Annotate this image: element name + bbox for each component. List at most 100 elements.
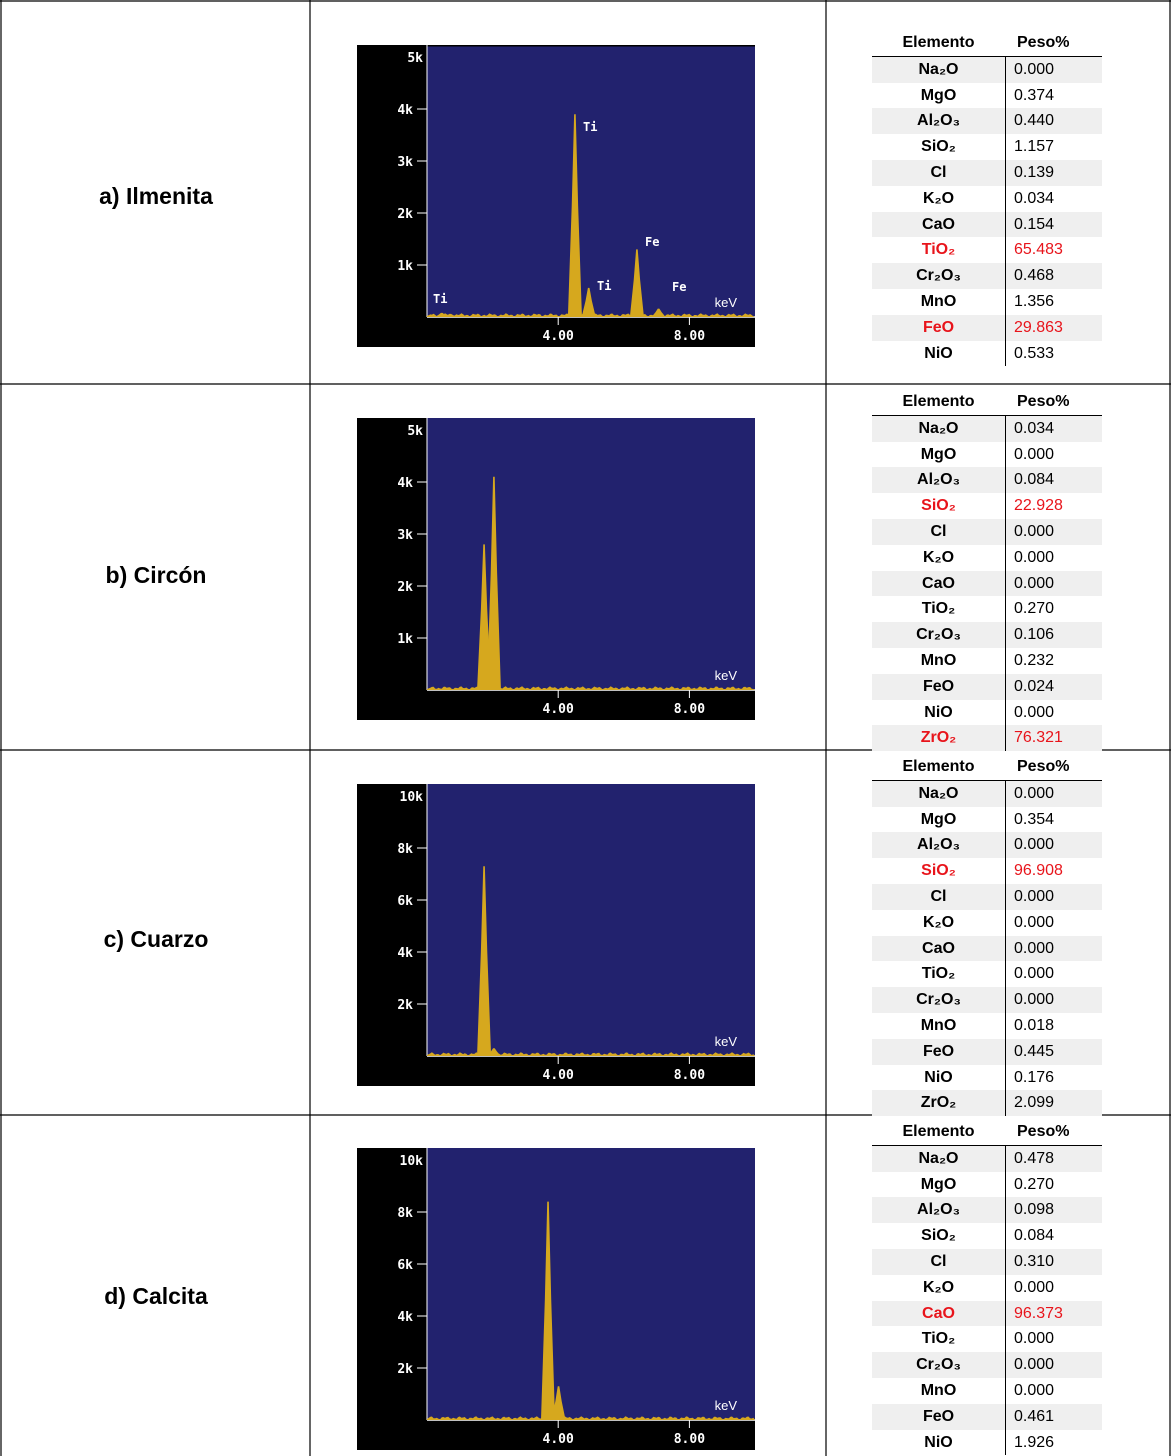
cell-element: Na₂O (872, 415, 1005, 442)
x-axis-unit: keV (715, 668, 738, 683)
table-row: NiO 0.176 (872, 1064, 1102, 1091)
spectrum-baseline (427, 1052, 755, 1056)
table-row: CaO 0.000 (872, 570, 1102, 597)
table-row: TiO₂ 0.270 (872, 596, 1102, 623)
cell-weight: 2.099 (1005, 1090, 1102, 1117)
x-tick-label: 8.00 (674, 329, 705, 344)
cell-element: MgO (920, 1175, 957, 1193)
y-tick-label: 8k (397, 1206, 413, 1221)
y-tick-label: 3k (397, 155, 413, 170)
cell-element: Na₂O (872, 780, 1005, 807)
cell-weight: 65.483 (1005, 237, 1102, 264)
table-row: MgO 0.000 (872, 441, 1102, 468)
cell-weight: 0.084 (1005, 467, 1102, 494)
table-row: ZrO₂ 76.321 (872, 725, 1102, 752)
y-tick-label: 5k (407, 51, 423, 66)
x-axis-unit: keV (715, 295, 738, 310)
table-header: Elemento Peso% (872, 389, 1102, 416)
cell-element: NiO (924, 1433, 953, 1451)
cell-element: MnO (920, 1381, 957, 1399)
cell-weight: 0.000 (1005, 570, 1102, 597)
x-tick-label: 4.00 (543, 1432, 574, 1447)
table-row: Cr₂O₃ 0.000 (872, 987, 1102, 1013)
cell-element: K₂O (922, 548, 955, 566)
table-row: MnO 0.000 (872, 1377, 1102, 1404)
cell-weight: 1.926 (1005, 1429, 1102, 1456)
y-tick-label: 1k (397, 632, 413, 647)
spectrum-peak-fe (443, 313, 458, 317)
table-row: MnO 0.018 (872, 1012, 1102, 1039)
cell-element: CaO (872, 570, 1005, 597)
cell-weight: 0.000 (1005, 1352, 1102, 1378)
cell-element: CaO (872, 211, 1005, 238)
table-row: CaO 0.000 (872, 935, 1102, 962)
table-row: CaO 96.373 (872, 1300, 1102, 1327)
cell-element: FeO (872, 1038, 1005, 1065)
sample-label: c) Cuarzo (103, 926, 209, 952)
table-row: NiO 1.926 (872, 1429, 1102, 1456)
table-row: NiO 0.000 (872, 699, 1102, 726)
cell-weight: 0.000 (1005, 780, 1102, 807)
cell-weight: 0.000 (1005, 56, 1102, 83)
cell-element: Cl (872, 518, 1005, 545)
y-tick-label: 10k (400, 1154, 424, 1169)
table-row: Al₂O₃ 0.098 (872, 1197, 1102, 1224)
cell-element: Cl (872, 159, 1005, 186)
y-tick-label: 2k (397, 1362, 413, 1377)
table-row: SiO₂ 1.157 (872, 134, 1102, 160)
header-weight: Peso% (1017, 1123, 1070, 1140)
cell-element: FeO (872, 673, 1005, 700)
table-row: K₂O 0.034 (872, 185, 1102, 212)
spectrum-peak-ti (434, 312, 449, 317)
cell-element: ZrO₂ (872, 1090, 1005, 1117)
cell-element: Cr₂O₃ (872, 263, 1005, 289)
table-row: MnO 1.356 (872, 288, 1102, 315)
table-row: SiO₂ 0.084 (872, 1223, 1102, 1249)
cell-weight: 0.000 (1005, 909, 1102, 936)
cell-element: MgO (920, 445, 957, 463)
table-row: Al₂O₃ 0.000 (872, 832, 1102, 859)
table-row: FeO 0.024 (872, 673, 1102, 700)
cell-element: Na₂O (872, 1145, 1005, 1172)
spectrum-peak-si (477, 866, 492, 1056)
cell-weight: 0.000 (1005, 699, 1102, 726)
plot-area (427, 784, 755, 1056)
y-tick-label: 4k (397, 103, 413, 118)
cell-weight: 0.000 (1005, 1377, 1102, 1404)
cell-element: ZrO₂ (872, 725, 1005, 752)
y-tick-label: 6k (397, 1258, 413, 1273)
y-tick-label: 3k (397, 528, 413, 543)
table-row: Cl 0.000 (872, 883, 1102, 910)
table-header: Elemento Peso% (872, 30, 1102, 57)
table-row: MgO 0.354 (872, 806, 1102, 833)
cell-element: MgO (920, 810, 957, 828)
cell-weight: 0.000 (1005, 1326, 1102, 1353)
cell-element: K₂O (922, 913, 955, 931)
cell-element: FeO (872, 314, 1005, 341)
cell-weight: 0.468 (1005, 263, 1102, 289)
spectrum-peak-fe (651, 308, 666, 317)
x-tick-label: 8.00 (674, 1068, 705, 1083)
sample-label: b) Circón (105, 562, 207, 588)
x-axis-unit: keV (715, 1034, 738, 1049)
cell-element: MnO (920, 292, 957, 310)
cell-element: MgO (920, 86, 957, 104)
cell-weight: 1.356 (1005, 288, 1102, 315)
cell-weight: 0.106 (1005, 622, 1102, 648)
cell-element: TiO₂ (921, 965, 956, 983)
table-row: Cr₂O₃ 0.000 (872, 1352, 1102, 1378)
header-element: Elemento (902, 758, 975, 775)
y-tick-label: 2k (397, 998, 413, 1013)
cell-weight: 0.374 (1005, 82, 1102, 109)
table-row: Na₂O 0.478 (872, 1145, 1102, 1172)
cell-weight: 29.863 (1005, 314, 1102, 341)
table-row: CaO 0.154 (872, 211, 1102, 238)
y-tick-label: 4k (397, 476, 413, 491)
table-row: FeO 0.445 (872, 1038, 1102, 1065)
table-row: TiO₂ 0.000 (872, 1326, 1102, 1353)
y-tick-label: 6k (397, 894, 413, 909)
cell-element: TiO₂ (921, 600, 956, 618)
cell-weight: 0.270 (1005, 596, 1102, 623)
composition-table: Elemento Peso% Na₂O 0.034 MgO 0.000 Al₂O₃ 0.084… (872, 389, 1102, 752)
